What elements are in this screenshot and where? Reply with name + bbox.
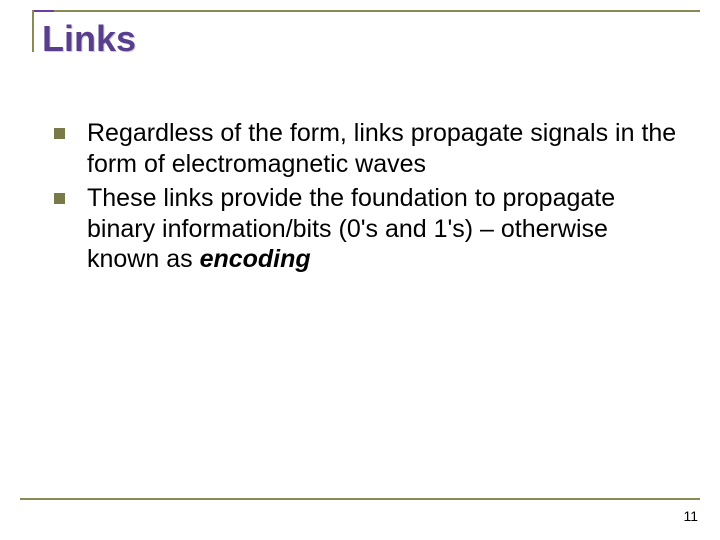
bullet-text: These links provide the foundation to pr… xyxy=(87,183,680,275)
slide-title: Links xyxy=(42,18,136,60)
slide-content: Regardless of the form, links propagate … xyxy=(54,118,680,279)
rule-top xyxy=(32,10,700,12)
bullet-item: These links provide the foundation to pr… xyxy=(54,183,680,275)
rule-bottom xyxy=(20,498,700,500)
page-number: 11 xyxy=(683,508,698,524)
bullet-item: Regardless of the form, links propagate … xyxy=(54,118,680,179)
rule-top-accent xyxy=(32,10,54,12)
rule-left xyxy=(32,10,34,52)
square-bullet-icon xyxy=(54,128,65,139)
bullet-text-pre: These links provide the foundation to pr… xyxy=(87,184,615,273)
square-bullet-icon xyxy=(54,193,65,204)
bullet-text: Regardless of the form, links propagate … xyxy=(87,118,680,179)
slide: Links Regardless of the form, links prop… xyxy=(0,0,720,540)
bullet-text-em: encoding xyxy=(200,245,311,273)
